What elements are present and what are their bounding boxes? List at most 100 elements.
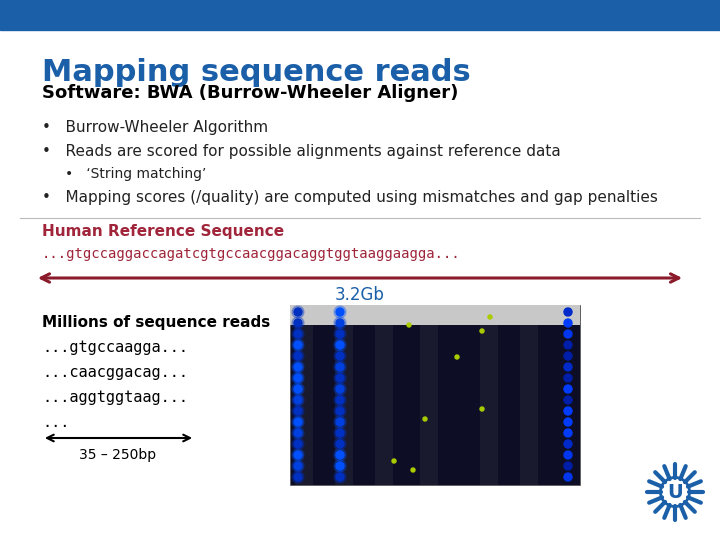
Circle shape	[334, 449, 346, 461]
Circle shape	[292, 306, 304, 318]
Circle shape	[336, 363, 344, 371]
Circle shape	[294, 462, 302, 470]
Circle shape	[292, 427, 304, 439]
Circle shape	[564, 429, 572, 437]
Circle shape	[334, 372, 346, 384]
Circle shape	[564, 407, 572, 415]
Circle shape	[488, 315, 492, 319]
Circle shape	[292, 416, 304, 428]
Circle shape	[292, 361, 304, 373]
Text: ...aggtggtaag...: ...aggtggtaag...	[42, 390, 188, 405]
Bar	[290, 305, 580, 485]
Circle shape	[336, 396, 344, 404]
Circle shape	[564, 374, 572, 382]
Circle shape	[334, 339, 346, 351]
Circle shape	[334, 328, 346, 340]
Circle shape	[336, 319, 344, 327]
Circle shape	[294, 473, 302, 481]
Circle shape	[294, 363, 302, 371]
Circle shape	[336, 352, 344, 360]
Circle shape	[292, 350, 304, 362]
Text: •   Mapping scores (/quality) are computed using mismatches and gap penalties: • Mapping scores (/quality) are computed…	[42, 190, 658, 205]
Circle shape	[334, 306, 346, 318]
Bar	[335, 305, 353, 485]
Circle shape	[334, 471, 346, 483]
Circle shape	[294, 429, 302, 437]
Text: 3.2Gb: 3.2Gb	[335, 286, 385, 304]
Circle shape	[336, 429, 344, 437]
Circle shape	[292, 438, 304, 450]
Circle shape	[336, 330, 344, 338]
Circle shape	[564, 451, 572, 459]
Circle shape	[292, 383, 304, 395]
Circle shape	[407, 323, 411, 327]
Circle shape	[294, 374, 302, 382]
Circle shape	[564, 418, 572, 426]
Text: Mapping sequence reads: Mapping sequence reads	[42, 58, 471, 87]
Circle shape	[564, 396, 572, 404]
Circle shape	[336, 462, 344, 470]
Circle shape	[336, 440, 344, 448]
Circle shape	[292, 460, 304, 472]
Bar	[520, 305, 538, 485]
Circle shape	[294, 418, 302, 426]
Text: •   Reads are scored for possible alignments against reference data: • Reads are scored for possible alignmen…	[42, 144, 561, 159]
Circle shape	[564, 385, 572, 393]
Bar	[0, 0, 720, 30]
Circle shape	[336, 473, 344, 481]
Circle shape	[334, 405, 346, 417]
Bar	[290, 305, 580, 325]
Text: ...gtgccaagga...: ...gtgccaagga...	[42, 340, 188, 355]
Circle shape	[334, 438, 346, 450]
Bar	[375, 305, 393, 485]
Bar	[420, 305, 438, 485]
Circle shape	[564, 319, 572, 327]
Circle shape	[294, 319, 302, 327]
Circle shape	[564, 341, 572, 349]
Circle shape	[480, 329, 484, 333]
Circle shape	[334, 394, 346, 406]
Circle shape	[294, 440, 302, 448]
Text: U: U	[667, 483, 683, 502]
Circle shape	[292, 372, 304, 384]
Circle shape	[564, 462, 572, 470]
Text: Millions of sequence reads: Millions of sequence reads	[42, 315, 270, 330]
Circle shape	[336, 418, 344, 426]
Circle shape	[423, 417, 427, 421]
Text: •   Burrow-Wheeler Algorithm: • Burrow-Wheeler Algorithm	[42, 120, 268, 135]
Circle shape	[336, 308, 344, 316]
Circle shape	[336, 407, 344, 415]
Circle shape	[294, 352, 302, 360]
Circle shape	[564, 363, 572, 371]
Circle shape	[455, 355, 459, 359]
Circle shape	[334, 350, 346, 362]
Circle shape	[294, 341, 302, 349]
Circle shape	[336, 374, 344, 382]
Circle shape	[292, 317, 304, 329]
Circle shape	[294, 330, 302, 338]
Text: ...gtgccaggaccagatcgtgccaacggacaggtggtaaggaagga...: ...gtgccaggaccagatcgtgccaacggacaggtggtaa…	[42, 247, 461, 261]
Bar	[295, 305, 313, 485]
Circle shape	[294, 451, 302, 459]
Circle shape	[334, 361, 346, 373]
Circle shape	[292, 339, 304, 351]
Circle shape	[336, 341, 344, 349]
Circle shape	[564, 440, 572, 448]
Circle shape	[336, 451, 344, 459]
Circle shape	[294, 385, 302, 393]
Circle shape	[564, 473, 572, 481]
Circle shape	[292, 471, 304, 483]
Text: 35 – 250bp: 35 – 250bp	[79, 448, 156, 462]
Circle shape	[411, 468, 415, 472]
Circle shape	[292, 405, 304, 417]
Text: ...: ...	[42, 415, 69, 430]
Circle shape	[334, 416, 346, 428]
Text: Software: BWA (Burrow-Wheeler Aligner): Software: BWA (Burrow-Wheeler Aligner)	[42, 84, 459, 102]
Text: Human Reference Sequence: Human Reference Sequence	[42, 224, 284, 239]
Circle shape	[334, 383, 346, 395]
Bar	[480, 305, 498, 485]
Circle shape	[334, 427, 346, 439]
Circle shape	[292, 394, 304, 406]
Text: ...caacggacag...: ...caacggacag...	[42, 365, 188, 380]
Circle shape	[294, 396, 302, 404]
